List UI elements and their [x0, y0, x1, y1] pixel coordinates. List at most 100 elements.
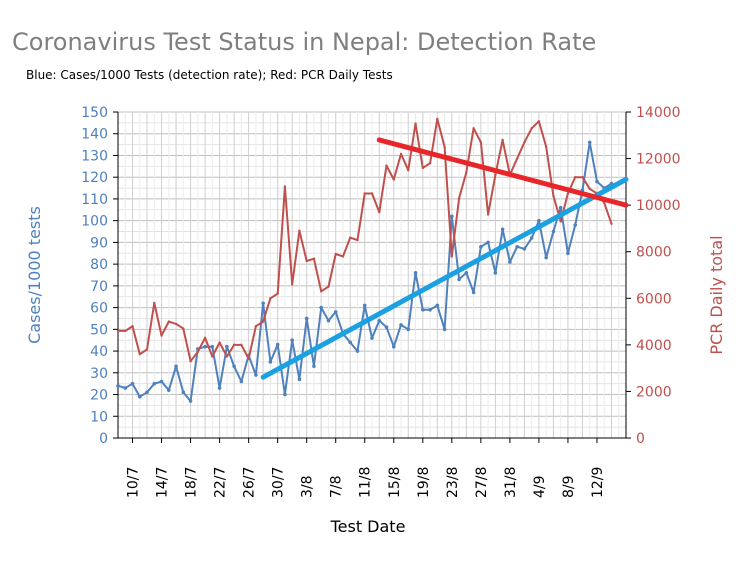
y-tick-label: 110	[81, 192, 108, 208]
y-tick-label: 120	[81, 170, 108, 186]
data-point	[269, 297, 272, 300]
data-point	[486, 240, 490, 245]
data-point	[167, 388, 171, 392]
data-point	[558, 205, 563, 210]
data-point	[464, 271, 469, 275]
data-point	[297, 377, 302, 382]
data-point	[413, 271, 418, 275]
data-point	[254, 325, 258, 328]
x-tick-label: 15/8	[387, 467, 403, 498]
data-point	[392, 178, 395, 181]
data-point	[211, 355, 214, 358]
data-point	[443, 145, 446, 149]
data-point	[471, 290, 476, 295]
data-point	[320, 290, 323, 293]
blue-trend	[260, 176, 629, 380]
data-point	[603, 201, 606, 205]
data-point	[537, 120, 541, 123]
data-point	[218, 341, 221, 344]
data-point	[203, 344, 207, 349]
data-point	[261, 320, 265, 323]
data-point	[450, 214, 454, 219]
y-tick-label: 90	[90, 235, 108, 251]
trendlines	[260, 137, 629, 380]
x-tick-label: 27/8	[474, 467, 490, 498]
data-point	[130, 381, 135, 386]
data-point	[406, 327, 411, 332]
data-point	[312, 257, 316, 260]
data-point	[529, 236, 534, 240]
x-tick-label: 23/8	[445, 467, 461, 498]
data-point	[268, 360, 273, 364]
y2-tick-label: 0	[636, 431, 645, 447]
data-point	[566, 251, 570, 256]
axes	[113, 111, 631, 443]
data-point	[145, 390, 149, 395]
x-tick-label: 19/8	[416, 467, 432, 498]
data-point	[523, 141, 526, 144]
x-tick-label: 31/8	[503, 467, 519, 498]
x-tick-label: 10/7	[126, 467, 142, 498]
data-point	[298, 229, 301, 232]
data-point	[595, 179, 599, 184]
y-tick-label: 140	[81, 127, 108, 143]
data-point	[457, 277, 461, 282]
data-point	[465, 171, 468, 174]
data-point	[188, 399, 193, 403]
data-point	[312, 364, 316, 369]
data-point	[232, 364, 236, 369]
data-point	[138, 352, 141, 356]
y-tick-label: 60	[90, 301, 108, 317]
data-point	[559, 220, 562, 223]
data-point	[573, 223, 577, 227]
data-point	[217, 386, 222, 390]
data-point	[544, 255, 548, 260]
y2-tick-label: 12000	[636, 152, 681, 168]
data-point	[501, 138, 504, 142]
data-point	[240, 343, 243, 347]
data-point	[574, 176, 577, 179]
y-tick-label: 50	[90, 322, 108, 338]
data-point	[428, 162, 432, 165]
data-point	[349, 236, 352, 239]
x-axis-title: Test Date	[330, 517, 406, 536]
y2-tick-label: 4000	[636, 338, 672, 354]
grid	[117, 111, 627, 439]
y-tick-label: 130	[81, 148, 108, 164]
data-point	[377, 318, 382, 323]
y-tick-label: 30	[90, 366, 108, 382]
data-point	[181, 390, 186, 395]
data-point	[356, 238, 359, 242]
data-point	[552, 194, 555, 198]
data-point	[276, 292, 279, 295]
y-tick-label: 100	[81, 214, 108, 230]
data-point	[370, 336, 374, 340]
x-tick-label: 11/8	[358, 467, 374, 498]
data-point	[225, 355, 229, 358]
data-point	[167, 320, 170, 323]
data-point	[152, 381, 157, 386]
data-point	[153, 301, 156, 305]
x-tick-label: 30/7	[271, 467, 287, 498]
data-point	[182, 327, 185, 330]
tick-labels: 0 10 20 30 40 50 60 70 80 90 100 110 120 130 140 150 0 20…	[81, 105, 680, 498]
y2-tick-label: 14000	[636, 105, 681, 121]
data-point	[421, 166, 424, 170]
data-point	[290, 283, 294, 286]
data-point	[326, 318, 331, 323]
data-point	[116, 384, 120, 388]
data-point	[160, 334, 163, 337]
data-point	[334, 252, 337, 256]
data-point	[116, 329, 120, 333]
data-point	[210, 344, 215, 349]
data-point	[581, 176, 584, 179]
data-point	[399, 323, 403, 327]
data-point	[137, 394, 142, 399]
data-point	[515, 157, 519, 160]
data-point	[508, 260, 512, 264]
data-point	[290, 338, 294, 343]
data-point	[479, 141, 483, 144]
data-point	[362, 303, 367, 308]
data-point	[500, 227, 505, 232]
data-point	[537, 218, 541, 223]
